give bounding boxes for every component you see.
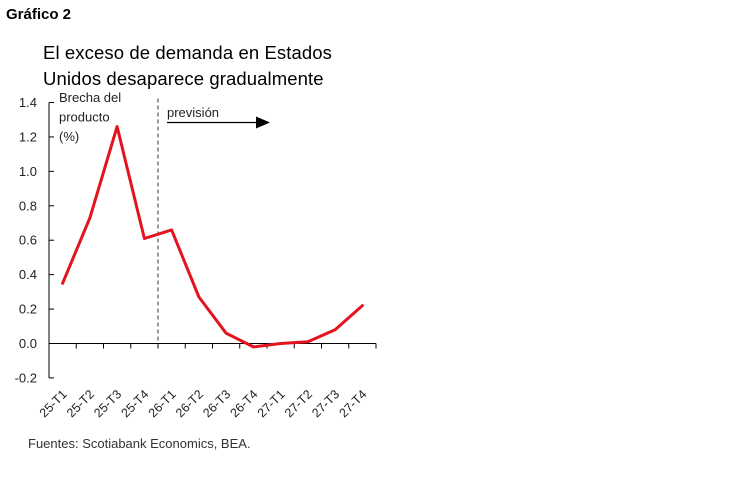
x-tick-label: 25-T3 [91,387,124,420]
data-point [143,237,146,240]
data-point [197,295,201,299]
series-group [61,125,364,349]
y-axis: -0.2 0.0 0.2 0.4 0.6 0.8 1.0 1.2 1.4 [15,95,54,385]
x-tick-label: 27-T3 [309,387,342,420]
chart-title: El exceso de demanda en Estados Unidos d… [43,40,332,92]
data-point [333,328,337,331]
x-tick-label: 26-T3 [200,387,233,420]
y-axis-label-line: producto [59,110,110,125]
chart-title-line-2: Unidos desaparece gradualmente [43,68,324,89]
series-line [61,125,364,349]
y-tick-label: 0.2 [19,302,37,317]
y-tick-label: 0.0 [19,336,37,351]
y-tick-label: 0.6 [19,233,37,248]
forecast-label: previsión [167,105,219,120]
y-tick-label: 1.0 [19,164,37,179]
x-axis: 25-T125-T225-T325-T426-T126-T226-T326-T4… [37,343,377,420]
x-tick-label: 27-T2 [282,387,315,420]
figure-label: Gráfico 2 [6,6,72,23]
forecast-marker: previsión [157,98,270,344]
data-point [224,331,228,335]
x-tick-label: 26-T2 [173,387,206,420]
y-tick-label: 1.4 [19,95,37,110]
y-axis-label: Brecha del producto (%) [59,90,121,144]
data-point [115,125,119,128]
y-tick-label: -0.2 [15,370,37,385]
data-point [170,228,173,232]
source-note: Fuentes: Scotiabank Economics, BEA. [28,436,251,451]
x-tick-label: 26-T1 [146,387,179,420]
data-point [361,304,364,307]
y-tick-label: 0.4 [19,267,37,282]
x-tick-label: 25-T4 [119,387,152,420]
y-tick-label: 0.8 [19,198,37,213]
data-point [252,345,255,349]
x-tick-label: 26-T4 [228,387,261,420]
y-axis-label-line: (%) [59,129,79,144]
x-tick-label: 25-T2 [64,387,97,420]
data-point [279,342,282,345]
chart-title-line-1: El exceso de demanda en Estados [43,42,333,63]
x-tick-label: 25-T1 [37,387,70,420]
data-point [61,282,64,285]
y-tick-label: 1.2 [19,129,37,144]
forecast-arrow-head [256,116,270,129]
data-point [88,216,92,220]
y-axis-label-line: Brecha del [59,90,121,105]
data-point [306,340,310,343]
x-tick-label: 27-T4 [337,387,370,420]
x-tick-label: 27-T1 [255,387,288,420]
